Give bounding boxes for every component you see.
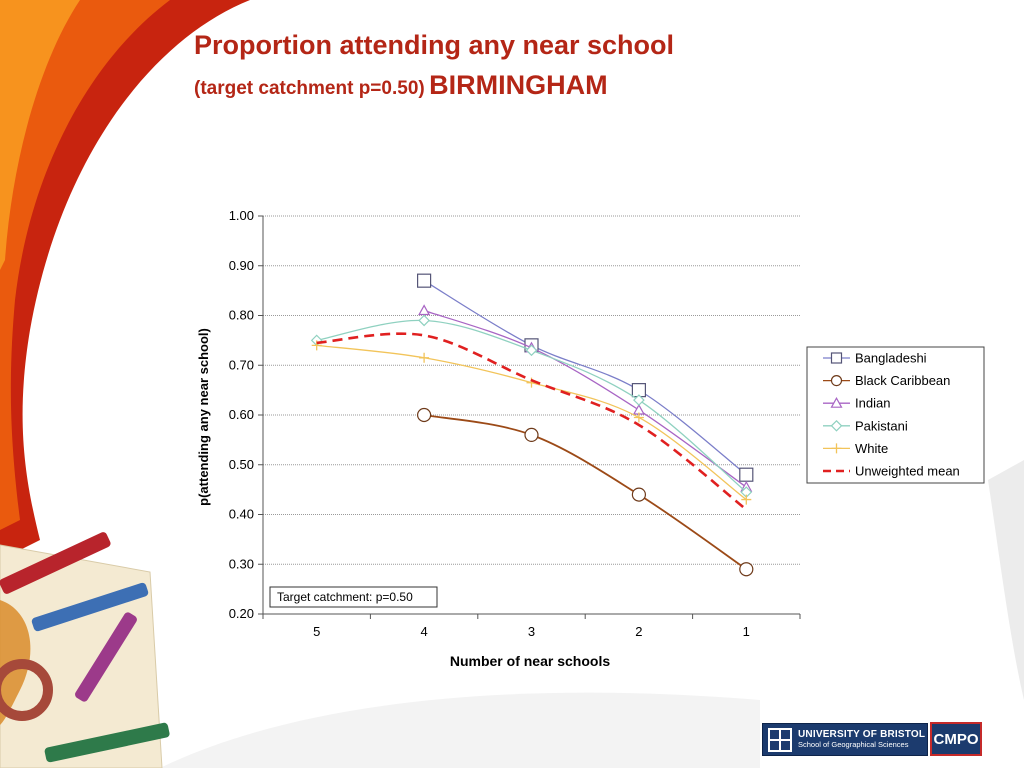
bristol-logo-line1: UNIVERSITY OF BRISTOL bbox=[798, 729, 926, 741]
x-tick-label: 3 bbox=[528, 624, 535, 639]
series-pakistani bbox=[310, 314, 753, 498]
series-black-caribbean bbox=[417, 407, 754, 577]
background-swirl-bottom bbox=[160, 692, 760, 768]
marker-diamond bbox=[418, 314, 430, 327]
series-line bbox=[423, 280, 747, 476]
y-tick-label: 0.50 bbox=[229, 457, 254, 472]
y-tick-label: 0.70 bbox=[229, 357, 254, 372]
marker-square bbox=[739, 467, 754, 482]
marker-circle bbox=[631, 487, 646, 502]
marker-circle bbox=[830, 375, 843, 387]
slide-subtitle-city: BIRMINGHAM bbox=[429, 70, 608, 100]
legend-label: Black Caribbean bbox=[855, 373, 950, 388]
marker-triangle bbox=[830, 396, 843, 408]
series-unweighted-mean bbox=[316, 332, 748, 511]
slide-subtitle-catchment: (target catchment p=0.50) bbox=[194, 78, 425, 99]
y-tick-label: 0.90 bbox=[229, 258, 254, 273]
legend-box bbox=[806, 346, 985, 484]
line-chart: 0.20 0.30 0.40 0.50 0.60 0.70 0.80 0.90 1.00 5 4 3 2… bbox=[196, 208, 985, 669]
marker-diamond bbox=[525, 344, 538, 357]
marker-plus bbox=[741, 494, 752, 505]
legend-label: Unweighted mean bbox=[855, 464, 960, 479]
marker-plus bbox=[831, 443, 842, 454]
y-tick-label: 0.80 bbox=[229, 308, 254, 323]
series-line bbox=[423, 309, 747, 488]
series-lines bbox=[310, 273, 754, 577]
x-tick-label: 2 bbox=[635, 624, 642, 639]
y-axis-label: p(attending any near school) bbox=[196, 328, 211, 506]
annotation-box bbox=[269, 586, 438, 608]
bristol-crest-icon bbox=[768, 727, 792, 752]
annotation-text: Target catchment: p=0.50 bbox=[277, 590, 413, 604]
series-white bbox=[311, 340, 752, 505]
chart-panel: 0.20 0.30 0.40 0.50 0.60 0.70 0.80 0.90 1.00 5 4 3 2… bbox=[183, 195, 988, 687]
series-line bbox=[423, 414, 747, 570]
axes: 0.20 0.30 0.40 0.50 0.60 0.70 0.80 0.90 1.00 5 4 3 2… bbox=[229, 208, 801, 639]
legend-label: Pakistani bbox=[855, 418, 908, 433]
series-line bbox=[316, 332, 748, 511]
marker-diamond bbox=[633, 394, 645, 406]
slide-title: Proportion attending any near school bbox=[194, 30, 675, 60]
marker-square bbox=[830, 352, 843, 364]
legend: Bangladeshi Black Caribbean Indian Pakistan… bbox=[806, 346, 985, 484]
marker-plus bbox=[419, 352, 430, 363]
series-bangladeshi bbox=[417, 273, 754, 482]
background-swoosh-orange bbox=[0, 0, 170, 530]
x-axis-label: Number of near schools bbox=[450, 653, 610, 669]
cmpo-logo: CMPO bbox=[930, 722, 982, 756]
y-tick-label: 0.30 bbox=[229, 556, 254, 571]
y-tick-label: 0.20 bbox=[229, 606, 254, 621]
background-swoosh-red bbox=[0, 0, 250, 560]
marker-diamond bbox=[830, 419, 843, 432]
bristol-logo-line2: School of Geographical Sciences bbox=[798, 739, 909, 749]
x-tick-label: 5 bbox=[313, 624, 320, 639]
marker-square bbox=[417, 273, 432, 288]
marker-circle bbox=[524, 427, 539, 442]
background-swoosh-yellow bbox=[0, 0, 80, 270]
legend-label: White bbox=[855, 441, 888, 456]
y-tick-label: 1.00 bbox=[229, 208, 254, 223]
crayons-illustration bbox=[0, 532, 170, 768]
gridlines bbox=[263, 215, 800, 565]
legend-label: Indian bbox=[855, 396, 890, 411]
marker-plus bbox=[633, 412, 644, 423]
y-tick-label: 0.60 bbox=[229, 407, 254, 422]
marker-circle bbox=[739, 562, 754, 577]
slide-subtitle: (target catchment p=0.50) BIRMINGHAM bbox=[194, 70, 608, 101]
annotation-group: Target catchment: p=0.50 bbox=[269, 586, 438, 608]
x-tick-label: 1 bbox=[743, 624, 750, 639]
university-of-bristol-logo: UNIVERSITY OF BRISTOL School of Geograph… bbox=[762, 723, 928, 756]
marker-circle bbox=[417, 407, 432, 423]
x-tick-label: 4 bbox=[420, 624, 427, 639]
y-tick-label: 0.40 bbox=[229, 507, 254, 522]
legend-label: Bangladeshi bbox=[855, 351, 927, 366]
marker-triangle bbox=[418, 304, 431, 316]
background-swirl-grey bbox=[988, 460, 1024, 700]
series-line bbox=[316, 344, 747, 501]
